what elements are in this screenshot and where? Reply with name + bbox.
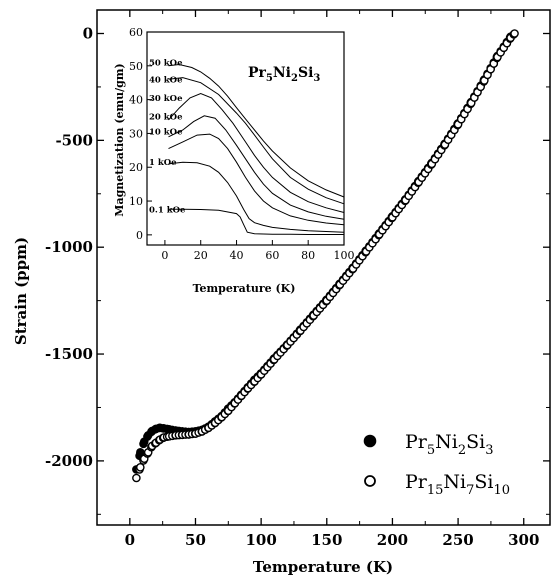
inset-title: Pr5Ni2Si3 bbox=[248, 65, 320, 84]
legend-marker-open bbox=[364, 475, 376, 487]
x-tick-label: 50 bbox=[185, 531, 206, 549]
inset-curve-1 bbox=[168, 161, 345, 233]
x-tick-label: 250 bbox=[442, 531, 473, 549]
magnetization-inset: 0 20 40 60 80 100 0 10 20 30 40 50 60 50 kOe 40 kOe 30… bbox=[113, 26, 355, 295]
inset-field-labels: 50 kOe 40 kOe 30 kOe 20 kOe 10 kOe 1 kOe 0.1 k… bbox=[149, 58, 186, 215]
inset-curve-0 bbox=[168, 208, 344, 235]
inset-field-label: 20 kOe bbox=[149, 113, 183, 123]
inset-field-label: 40 kOe bbox=[149, 75, 183, 85]
inset-y-tick-label: 0 bbox=[136, 229, 143, 242]
inset-axis-ticks: 0 20 40 60 80 100 0 10 20 30 40 50 60 bbox=[129, 26, 355, 262]
y-tick-label: -1500 bbox=[45, 345, 93, 363]
inset-y-tick-label: 30 bbox=[129, 127, 143, 140]
inset-y-tick-label: 60 bbox=[129, 26, 143, 39]
inset-y-tick-label: 50 bbox=[129, 60, 143, 73]
inset-curve-3 bbox=[168, 115, 345, 220]
x-tick-label: 200 bbox=[377, 531, 408, 549]
inset-magnetization-curves bbox=[168, 63, 345, 235]
data-point-open bbox=[132, 473, 141, 483]
inset-x-tick-label: 80 bbox=[301, 249, 315, 262]
inset-field-label: 1 kOe bbox=[149, 158, 177, 168]
legend: Pr5Ni2Si3 Pr15Ni7Si10 bbox=[363, 431, 510, 498]
legend-label-pr15ni7si10: Pr15Ni7Si10 bbox=[405, 471, 510, 498]
x-axis-title: Temperature (K) bbox=[253, 558, 393, 576]
main-data-series bbox=[132, 29, 519, 483]
inset-curve-6 bbox=[168, 63, 345, 198]
y-tick-label: -1000 bbox=[45, 238, 93, 256]
inset-y-tick-label: 20 bbox=[129, 161, 143, 174]
inset-y-tick-label: 40 bbox=[129, 94, 143, 107]
inset-x-tick-label: 60 bbox=[265, 249, 279, 262]
data-point-open bbox=[136, 463, 145, 472]
inset-x-tick-label: 100 bbox=[334, 249, 355, 262]
legend-label-pr5ni2si3: Pr5Ni2Si3 bbox=[405, 431, 494, 458]
x-tick-label: 300 bbox=[508, 531, 539, 549]
inset-x-tick-label: 40 bbox=[230, 249, 244, 262]
data-point-open bbox=[510, 29, 519, 38]
x-tick-label: 150 bbox=[311, 531, 342, 549]
inset-field-label: 0.1 kOe bbox=[149, 206, 186, 216]
x-tick-label: 0 bbox=[125, 531, 135, 549]
inset-field-label: 10 kOe bbox=[149, 128, 183, 138]
inset-y-tick-label: 10 bbox=[129, 195, 143, 208]
inset-curve-2 bbox=[168, 133, 345, 226]
y-tick-label: -500 bbox=[55, 131, 93, 149]
inset-x-tick-label: 20 bbox=[194, 249, 208, 262]
main-plot-frame bbox=[96, 9, 551, 526]
inset-curve-4 bbox=[168, 92, 345, 213]
inset-x-axis-title: Temperature (K) bbox=[193, 282, 296, 295]
y-tick-label: 0 bbox=[83, 25, 93, 43]
inset-field-label: 50 kOe bbox=[149, 58, 183, 68]
inset-y-axis-title: Magnetization (emu/gm) bbox=[113, 63, 126, 216]
inset-x-tick-label: 0 bbox=[161, 249, 168, 262]
inset-field-label: 30 kOe bbox=[149, 94, 183, 104]
inset-curve-5 bbox=[168, 77, 345, 205]
x-tick-label: 100 bbox=[245, 531, 276, 549]
legend-marker-filled bbox=[363, 434, 377, 448]
y-tick-label: -2000 bbox=[45, 452, 93, 470]
y-axis-title: Strain (ppm) bbox=[12, 237, 30, 345]
